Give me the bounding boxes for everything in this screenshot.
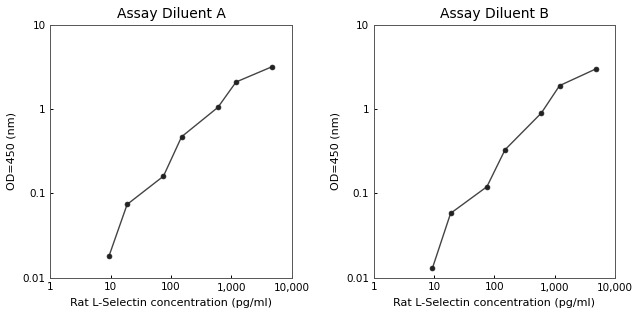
Title: Assay Diluent B: Assay Diluent B <box>440 7 549 21</box>
Y-axis label: OD=450 (nm): OD=450 (nm) <box>330 112 340 190</box>
X-axis label: Rat L-Selectin concentration (pg/ml): Rat L-Selectin concentration (pg/ml) <box>394 298 595 308</box>
X-axis label: Rat L-Selectin concentration (pg/ml): Rat L-Selectin concentration (pg/ml) <box>70 298 272 308</box>
Title: Assay Diluent A: Assay Diluent A <box>116 7 225 21</box>
Y-axis label: OD=450 (nm): OD=450 (nm) <box>7 112 17 190</box>
